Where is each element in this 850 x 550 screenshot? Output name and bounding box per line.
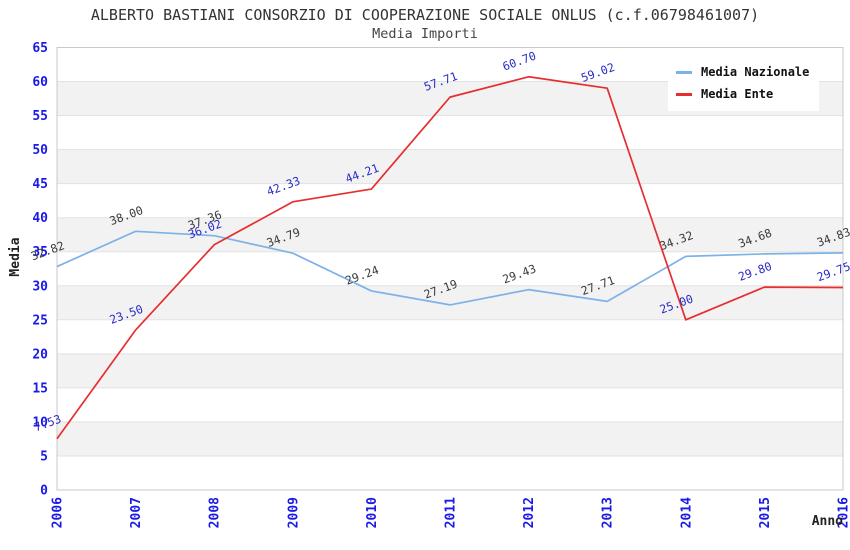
legend-swatch-media-ente-icon — [676, 92, 692, 96]
data-label-series-0: 29.24 — [343, 263, 380, 288]
plot-border — [56, 47, 844, 491]
x-tick-label: 2016 — [837, 497, 850, 528]
y-tick-label: 30 — [32, 279, 48, 294]
x-tick-label: 2010 — [365, 497, 380, 528]
data-label-series-1: 60.70 — [501, 48, 538, 73]
chart-title: ALBERTO BASTIANI CONSORZIO DI COOPERAZIO… — [90, 6, 760, 24]
x-tick-label: 2013 — [601, 497, 616, 528]
y-tick-label: 60 — [32, 75, 48, 90]
legend-swatch-media-nazionale-icon — [676, 70, 692, 74]
x-tick-label: 2015 — [758, 497, 773, 528]
legend-item-media-nazionale: Media Nazionale — [676, 61, 809, 83]
y-tick-label: 40 — [32, 211, 48, 226]
legend-label-media-nazionale: Media Nazionale — [701, 65, 810, 79]
x-tick-label: 2009 — [286, 497, 301, 528]
y-tick-label: 45 — [32, 177, 48, 192]
y-tick-label: 15 — [32, 381, 48, 396]
plot-band — [57, 149, 843, 184]
data-label-series-1: 29.75 — [815, 259, 850, 284]
x-tick-label: 2007 — [129, 497, 144, 528]
y-tick-label: 55 — [32, 109, 48, 124]
y-axis-title: Media — [8, 237, 23, 277]
x-tick-label: 2008 — [208, 497, 223, 528]
y-tick-label: 0 — [40, 484, 48, 499]
y-tick-label: 50 — [32, 143, 48, 158]
x-tick-label: 2011 — [444, 497, 459, 528]
plot-band — [57, 353, 843, 388]
series-line-1 — [56, 75, 844, 440]
y-tick-label: 65 — [32, 41, 48, 56]
plot-band — [57, 217, 843, 252]
x-axis-title: Anno — [811, 514, 843, 529]
y-tick-label: 25 — [32, 313, 48, 328]
x-tick-label: 2006 — [51, 497, 66, 528]
data-label-series-1: 29.80 — [736, 259, 773, 284]
y-tick-label: 5 — [40, 449, 48, 464]
legend-item-media-ente: Media Ente — [676, 83, 809, 105]
x-tick-label: 2014 — [679, 497, 694, 528]
legend-label-media-ente: Media Ente — [701, 87, 774, 101]
plot-band — [57, 421, 843, 456]
plot-band — [57, 285, 843, 320]
x-tick-label: 2012 — [522, 497, 537, 528]
y-tick-label: 20 — [32, 347, 48, 362]
y-tick-label: 35 — [32, 245, 48, 260]
y-tick-label: 10 — [32, 415, 48, 430]
series-line-0 — [56, 230, 844, 306]
legend: Media Nazionale Media Ente — [668, 57, 820, 111]
chart-subtitle: Media Importi — [372, 26, 478, 42]
data-label-series-0: 29.43 — [501, 261, 538, 286]
